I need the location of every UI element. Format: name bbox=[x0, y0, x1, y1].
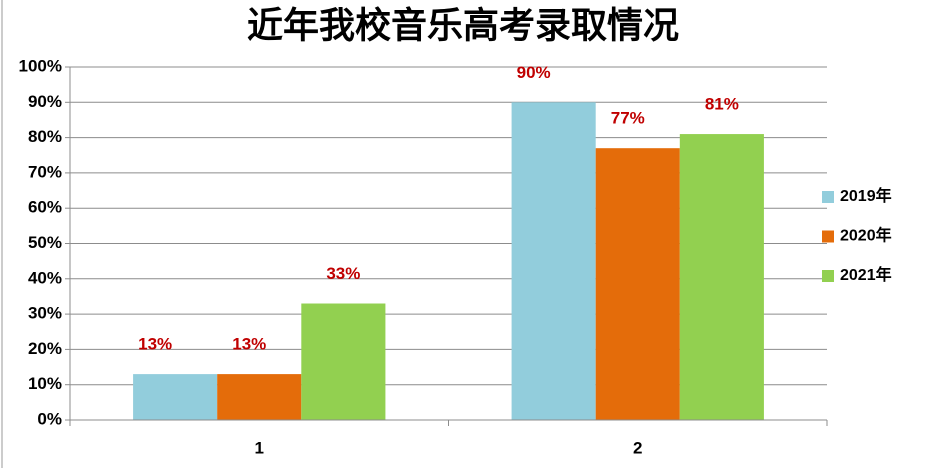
value-label: 13% bbox=[232, 335, 266, 354]
y-tick-label: 70% bbox=[28, 162, 62, 181]
bar bbox=[595, 148, 680, 420]
y-tick-label: 40% bbox=[28, 268, 62, 287]
y-tick-label: 30% bbox=[28, 304, 62, 323]
y-tick-label: 10% bbox=[28, 374, 62, 393]
bar bbox=[217, 374, 302, 420]
value-label: 77% bbox=[611, 109, 645, 128]
legend-label: 2021年 bbox=[840, 265, 892, 284]
value-label: 81% bbox=[705, 95, 739, 114]
bar bbox=[679, 134, 764, 420]
chart-title: 近年我校音乐高考录取情况 bbox=[247, 5, 679, 46]
legend-label: 2020年 bbox=[840, 226, 892, 245]
legend-label: 2019年 bbox=[840, 186, 892, 205]
legend-swatch bbox=[822, 270, 834, 282]
legend-swatch bbox=[822, 191, 834, 203]
x-tick-label: 1 bbox=[255, 438, 264, 457]
bar bbox=[133, 374, 218, 420]
bar bbox=[301, 303, 386, 420]
y-tick-label: 60% bbox=[28, 198, 62, 217]
y-tick-label: 100% bbox=[19, 56, 62, 75]
y-tick-label: 80% bbox=[28, 127, 62, 146]
y-tick-label: 0% bbox=[37, 409, 62, 428]
x-tick-label: 2 bbox=[633, 438, 642, 457]
value-label: 90% bbox=[517, 63, 551, 82]
bar bbox=[511, 102, 596, 421]
y-tick-label: 20% bbox=[28, 339, 62, 358]
legend-swatch bbox=[822, 230, 834, 243]
y-tick-label: 90% bbox=[28, 92, 62, 111]
value-label: 33% bbox=[326, 264, 360, 283]
value-label: 13% bbox=[138, 335, 172, 354]
y-tick-label: 50% bbox=[28, 233, 62, 252]
